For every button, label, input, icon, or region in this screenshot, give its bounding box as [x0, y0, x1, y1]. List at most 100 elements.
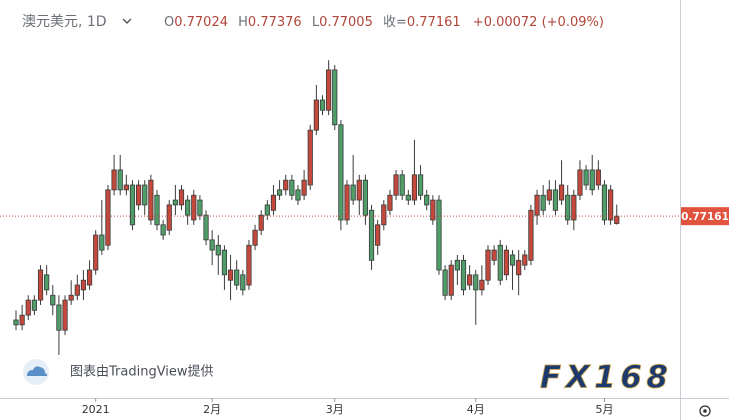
candle-body — [534, 194, 540, 216]
candle-body — [497, 244, 503, 281]
candle-body — [571, 194, 577, 221]
candle-body — [68, 294, 74, 301]
candle-body — [135, 184, 142, 206]
candle-body — [460, 259, 467, 291]
low-label: L — [312, 15, 320, 30]
x-tick-label: 5月 — [595, 403, 613, 416]
candle-body — [399, 174, 405, 196]
candle-body — [246, 244, 252, 286]
symbol-menu[interactable] — [122, 18, 132, 24]
candle-body — [332, 69, 338, 126]
candle-body — [393, 174, 399, 196]
close-label: 收= — [383, 15, 407, 30]
candle-body — [62, 299, 68, 331]
candle-body — [387, 194, 393, 211]
candle-body — [614, 215, 620, 224]
candle-body — [411, 174, 418, 201]
candle-body — [142, 184, 148, 206]
candle-body — [234, 269, 240, 286]
candle-body — [540, 194, 546, 211]
candle-body — [375, 224, 381, 246]
candle-body — [405, 194, 411, 201]
candle-body — [326, 69, 332, 111]
high-value: 0.77376 — [248, 15, 302, 30]
candle-body — [491, 249, 497, 261]
candle-body — [258, 214, 264, 231]
candle-body — [577, 169, 583, 196]
candle-body — [338, 124, 344, 221]
candle-body — [227, 269, 234, 281]
candle-body — [160, 224, 166, 236]
x-tick-label: 2021 — [82, 403, 110, 416]
candle-body — [191, 194, 197, 221]
watermark: 图表由TradingView提供 — [23, 359, 214, 385]
open-label: O — [164, 15, 174, 30]
change: +0.00072 (+0.09%) — [473, 15, 604, 30]
candle-body — [344, 184, 350, 221]
candle-body — [203, 214, 209, 241]
high-label: H — [238, 15, 248, 30]
gear-ring[interactable] — [699, 405, 711, 417]
candle-body — [442, 269, 448, 296]
candle-body — [270, 194, 277, 211]
watermark-text: 图表由TradingView提供 — [70, 364, 214, 380]
candle-body — [295, 189, 301, 201]
candle-body — [123, 184, 129, 191]
last-price-box — [681, 207, 729, 226]
gear-hub[interactable] — [703, 409, 707, 413]
logo: FX168 — [540, 360, 668, 396]
candle-body — [601, 184, 608, 221]
candle-body — [105, 189, 111, 246]
candle-body — [546, 189, 552, 201]
candle-body — [99, 234, 105, 251]
candle-body — [178, 189, 185, 206]
candle-body — [19, 314, 25, 326]
candle-body — [209, 239, 215, 251]
watermark-icon — [27, 366, 48, 376]
candle-body — [80, 279, 87, 291]
candle-body — [479, 279, 485, 291]
candle-body — [608, 189, 614, 221]
candle-body — [595, 169, 601, 186]
ohlc-legend: O0.77024 H0.77376 L0.77005 收=0.77161 +0.… — [164, 15, 604, 30]
candle-body — [197, 199, 203, 216]
candle-body — [154, 194, 160, 226]
symbol: 澳元美元, 1D — [22, 14, 107, 30]
candle-body — [44, 274, 50, 291]
candle-body — [368, 209, 375, 261]
candle-body — [436, 199, 442, 271]
open-value: 0.77024 — [174, 15, 228, 30]
candle-body — [417, 174, 424, 196]
candle-body — [93, 234, 99, 271]
candle-body — [552, 189, 559, 211]
candle-body — [583, 169, 589, 186]
candle-body — [350, 184, 356, 201]
candle-body — [473, 274, 479, 291]
candle-body — [25, 299, 31, 316]
candle-body — [381, 204, 387, 226]
x-tick-label: 2月 — [203, 403, 221, 416]
candle-body — [307, 129, 313, 186]
candle-body — [467, 274, 473, 286]
candle-body — [13, 319, 19, 326]
x-tick-label: 4月 — [467, 403, 485, 416]
candle-body — [430, 199, 436, 221]
candle-body — [50, 294, 56, 306]
candle-body — [56, 304, 62, 331]
candle-body — [558, 184, 565, 201]
candle-body — [31, 299, 37, 311]
candle-body — [313, 99, 319, 131]
candle-body — [74, 284, 80, 296]
candle-body — [215, 244, 221, 256]
candle-body — [240, 274, 246, 291]
candle-body — [362, 179, 369, 216]
candle-body — [86, 269, 93, 286]
candle-body — [319, 99, 326, 111]
x-tick-label: 3月 — [326, 403, 344, 416]
settings-icon[interactable] — [699, 405, 711, 417]
low-value: 0.77005 — [319, 15, 373, 30]
candle-body — [516, 259, 522, 276]
candle-body — [117, 169, 123, 191]
candle-body — [485, 249, 491, 281]
